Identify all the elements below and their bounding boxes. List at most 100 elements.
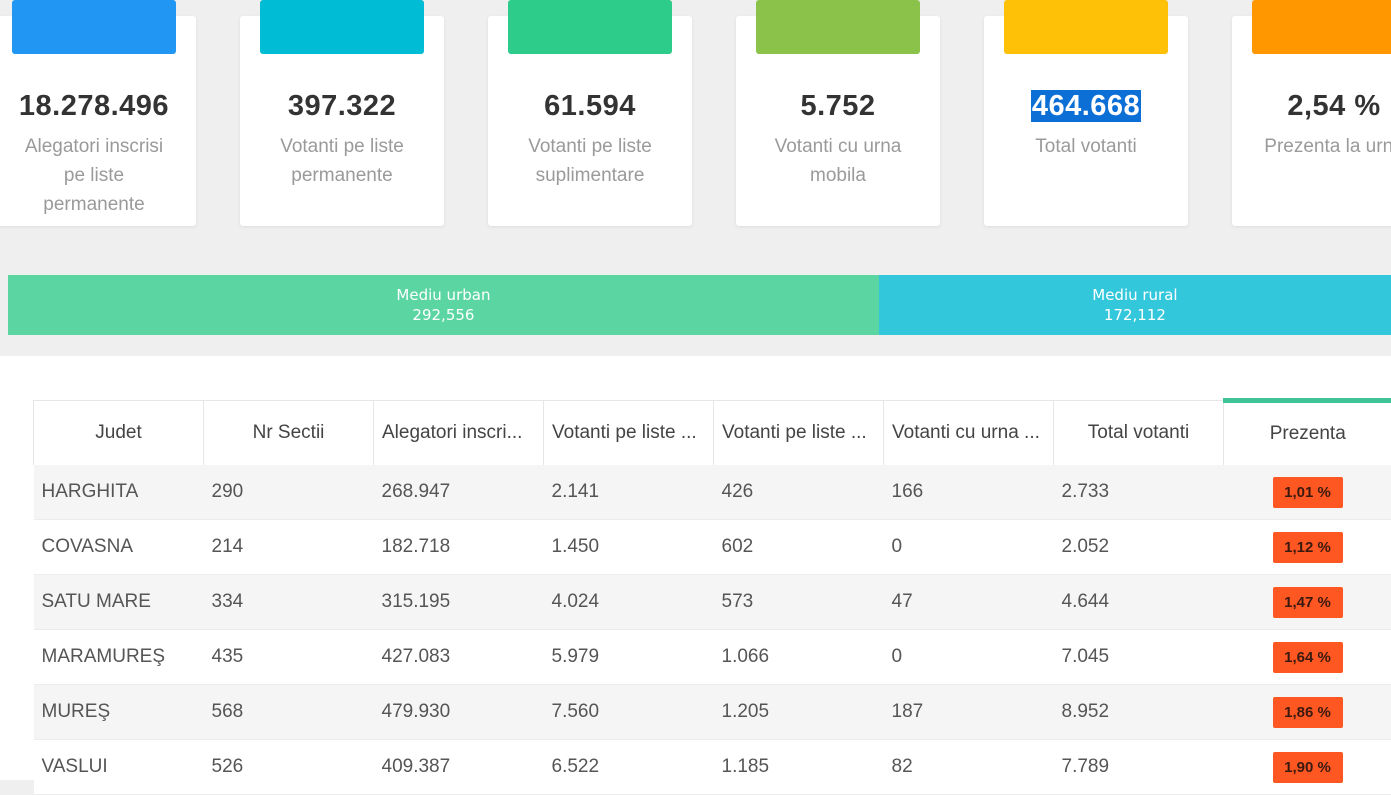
cell-county: SATU MARE — [34, 575, 204, 630]
cell-permanent: 1.450 — [544, 520, 714, 575]
cell-mobile-urn: 47 — [884, 575, 1054, 630]
stat-card-total-voters: 464.668 Total votanti — [984, 16, 1188, 226]
cell-mobile-urn: 0 — [884, 630, 1054, 685]
col-header-total-voters[interactable]: Total votanti — [1054, 401, 1224, 466]
rural-segment[interactable]: Mediu rural 172,112 — [879, 275, 1391, 335]
urban-segment[interactable]: Mediu urban 292,556 — [8, 275, 879, 335]
rural-value: 172,112 — [1104, 305, 1166, 325]
table-row[interactable]: MARAMUREŞ 435 427.083 5.979 1.066 0 7.04… — [34, 630, 1391, 685]
cell-county: MARAMUREŞ — [34, 630, 204, 685]
cell-turnout: 1,86 % — [1224, 685, 1391, 740]
turnout-badge: 1,01 % — [1273, 477, 1343, 508]
stat-label: Votanti cu urna mobila — [766, 132, 910, 190]
cell-county: VASLUI — [34, 740, 204, 795]
cell-registered: 268.947 — [374, 465, 544, 520]
selected-text: 464.668 — [1031, 90, 1141, 122]
urban-label: Mediu urban — [396, 285, 490, 305]
cell-sections: 526 — [204, 740, 374, 795]
stat-value: 61.594 — [488, 90, 692, 123]
col-header-mobile-urn-voters[interactable]: Votanti cu urna ... — [884, 401, 1054, 466]
urban-value: 292,556 — [412, 305, 474, 325]
cell-registered: 479.930 — [374, 685, 544, 740]
col-header-county[interactable]: Judet — [34, 401, 204, 466]
table-row[interactable]: HARGHITA 290 268.947 2.141 426 166 2.733… — [34, 465, 1391, 520]
cell-mobile-urn: 0 — [884, 520, 1054, 575]
card-color-header — [1252, 0, 1391, 54]
card-color-header — [260, 0, 424, 54]
stat-label: Prezenta la urne — [1262, 132, 1391, 161]
cell-sections: 290 — [204, 465, 374, 520]
cell-turnout: 1,90 % — [1224, 740, 1391, 795]
cell-permanent: 5.979 — [544, 630, 714, 685]
cell-supplementary: 573 — [714, 575, 884, 630]
cell-sections: 214 — [204, 520, 374, 575]
cell-turnout: 1,64 % — [1224, 630, 1391, 685]
cell-supplementary: 426 — [714, 465, 884, 520]
stats-cards: 18.278.496 Alegatori inscrisi pe liste p… — [0, 0, 1391, 240]
cell-county: MUREŞ — [34, 685, 204, 740]
cell-total: 4.644 — [1054, 575, 1224, 630]
stat-card-registered-voters: 18.278.496 Alegatori inscrisi pe liste p… — [0, 16, 196, 226]
county-results-table: Judet Nr Sectii Alegatori inscri... Vota… — [33, 398, 1391, 795]
stat-value: 2,54 % — [1232, 90, 1391, 123]
turnout-badge: 1,12 % — [1273, 532, 1343, 563]
cell-total: 8.952 — [1054, 685, 1224, 740]
cell-total: 2.733 — [1054, 465, 1224, 520]
stat-card-mobile-urn-voters: 5.752 Votanti cu urna mobila — [736, 16, 940, 226]
cell-total: 7.789 — [1054, 740, 1224, 795]
cell-registered: 182.718 — [374, 520, 544, 575]
cell-county: HARGHITA — [34, 465, 204, 520]
col-header-sections[interactable]: Nr Sectii — [204, 401, 374, 466]
col-header-supplementary-voters[interactable]: Votanti pe liste ... — [714, 401, 884, 466]
cell-registered: 427.083 — [374, 630, 544, 685]
cell-mobile-urn: 166 — [884, 465, 1054, 520]
rural-label: Mediu rural — [1092, 285, 1177, 305]
turnout-badge: 1,90 % — [1273, 752, 1343, 783]
stat-label: Alegatori inscrisi pe liste permanente — [22, 132, 166, 219]
cell-supplementary: 1.185 — [714, 740, 884, 795]
cell-total: 2.052 — [1054, 520, 1224, 575]
col-header-turnout[interactable]: Prezenta — [1224, 401, 1391, 466]
stat-card-supplementary-voters: 61.594 Votanti pe liste suplimentare — [488, 16, 692, 226]
turnout-badge: 1,64 % — [1273, 642, 1343, 673]
stat-label: Votanti pe liste suplimentare — [518, 132, 662, 190]
stat-label: Votanti pe liste permanente — [270, 132, 414, 190]
cell-turnout: 1,12 % — [1224, 520, 1391, 575]
cell-permanent: 6.522 — [544, 740, 714, 795]
cell-registered: 409.387 — [374, 740, 544, 795]
stat-card-turnout: 2,54 % Prezenta la urne — [1232, 16, 1391, 226]
table-row[interactable]: MUREŞ 568 479.930 7.560 1.205 187 8.952 … — [34, 685, 1391, 740]
stat-value: 397.322 — [240, 90, 444, 123]
cell-permanent: 4.024 — [544, 575, 714, 630]
table-header-row: Judet Nr Sectii Alegatori inscri... Vota… — [34, 401, 1391, 466]
turnout-badge: 1,86 % — [1273, 697, 1343, 728]
turnout-badge: 1,47 % — [1273, 587, 1343, 618]
col-header-registered-voters[interactable]: Alegatori inscri... — [374, 401, 544, 466]
card-color-header — [756, 0, 920, 54]
cell-sections: 435 — [204, 630, 374, 685]
stat-value: 464.668 — [984, 90, 1188, 123]
card-color-header — [12, 0, 176, 54]
card-color-header — [508, 0, 672, 54]
cell-supplementary: 1.066 — [714, 630, 884, 685]
cell-mobile-urn: 82 — [884, 740, 1054, 795]
cell-supplementary: 1.205 — [714, 685, 884, 740]
col-header-permanent-voters[interactable]: Votanti pe liste ... — [544, 401, 714, 466]
stat-card-permanent-voters: 397.322 Votanti pe liste permanente — [240, 16, 444, 226]
cell-sections: 334 — [204, 575, 374, 630]
cell-sections: 568 — [204, 685, 374, 740]
table-row[interactable]: VASLUI 526 409.387 6.522 1.185 82 7.789 … — [34, 740, 1391, 795]
environment-split-bar: Mediu urban 292,556 Mediu rural 172,112 — [8, 275, 1391, 335]
cell-turnout: 1,01 % — [1224, 465, 1391, 520]
cell-registered: 315.195 — [374, 575, 544, 630]
table-row[interactable]: COVASNA 214 182.718 1.450 602 0 2.052 1,… — [34, 520, 1391, 575]
stat-label: Total votanti — [1014, 132, 1158, 161]
table-row[interactable]: SATU MARE 334 315.195 4.024 573 47 4.644… — [34, 575, 1391, 630]
cell-total: 7.045 — [1054, 630, 1224, 685]
card-color-header — [1004, 0, 1168, 54]
cell-mobile-urn: 187 — [884, 685, 1054, 740]
stat-value: 5.752 — [736, 90, 940, 123]
cell-supplementary: 602 — [714, 520, 884, 575]
cell-county: COVASNA — [34, 520, 204, 575]
cell-permanent: 7.560 — [544, 685, 714, 740]
